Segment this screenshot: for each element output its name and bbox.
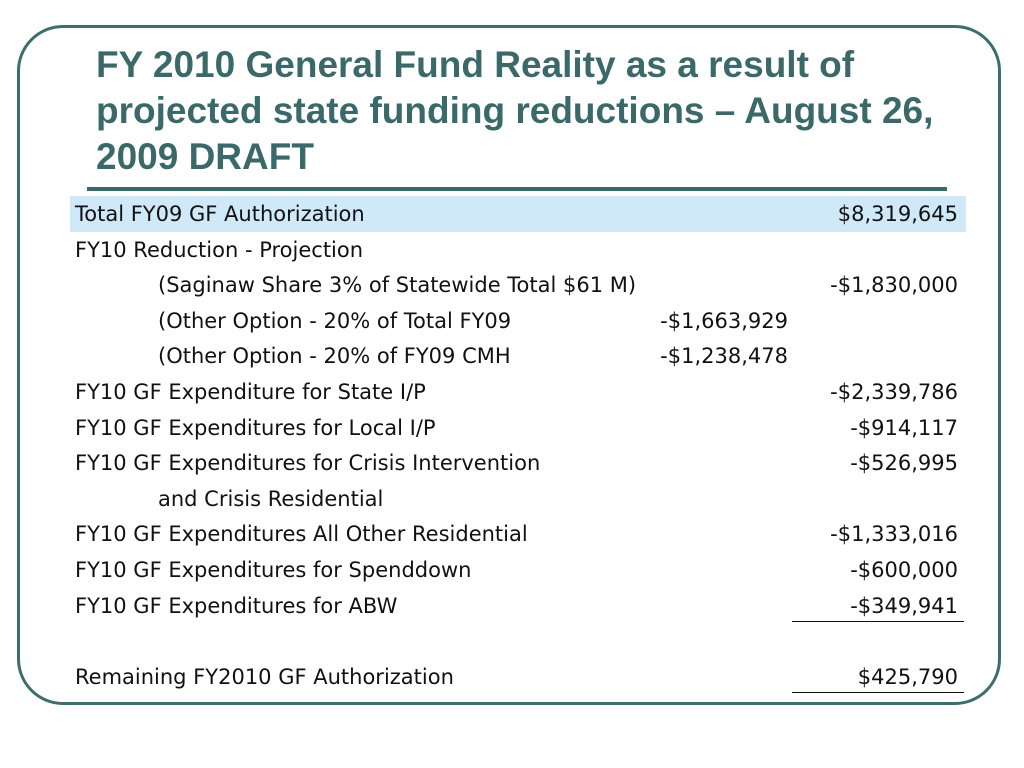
row-option-value: -$1,238,478 (660, 344, 788, 369)
row-value: $425,790 (857, 664, 958, 689)
row-label: FY10 GF Expenditures All Other Residenti… (75, 522, 528, 547)
row-label: FY10 GF Expenditures for ABW (75, 593, 398, 618)
table-row-remaining-authorization: Remaining FY2010 GF Authorization $425,7… (70, 659, 966, 695)
row-value: $8,319,645 (837, 202, 958, 226)
table-spacer-row (70, 623, 966, 659)
table-row-spenddown: FY10 GF Expenditures for Spenddown -$600… (70, 552, 966, 588)
underlined-value-cell: $425,790 (792, 659, 964, 693)
table-row-local-ip: FY10 GF Expenditures for Local I/P -$914… (70, 410, 966, 446)
row-value: -$1,830,000 (830, 273, 958, 298)
budget-table: Total FY09 GF Authorization $8,319,645 F… (70, 196, 966, 694)
table-row-other-option-cmh: (Other Option - 20% of FY09 CMH -$1,238,… (70, 338, 966, 374)
row-label: (Other Option - 20% of Total FY09 (158, 308, 512, 333)
row-value: -$526,995 (850, 451, 958, 476)
table-row-state-ip: FY10 GF Expenditure for State I/P -$2,33… (70, 374, 966, 410)
table-row-total-authorization: Total FY09 GF Authorization $8,319,645 (70, 196, 966, 232)
row-value: -$2,339,786 (830, 379, 958, 404)
row-label: (Saginaw Share 3% of Statewide Total $61… (158, 273, 637, 298)
title-divider (87, 187, 947, 191)
row-label: FY10 GF Expenditures for Crisis Interven… (75, 451, 541, 476)
underlined-value-cell: -$349,941 (792, 588, 964, 622)
row-value: -$349,941 (850, 593, 958, 618)
row-label: (Other Option - 20% of FY09 CMH (158, 344, 511, 369)
row-value: -$600,000 (850, 557, 958, 582)
table-row-other-option-total: (Other Option - 20% of Total FY09 -$1,66… (70, 303, 966, 339)
row-label: FY10 GF Expenditures for Spenddown (75, 557, 472, 582)
row-label: FY10 GF Expenditures for Local I/P (75, 415, 436, 440)
row-label: Remaining FY2010 GF Authorization (75, 664, 454, 689)
slide-frame (17, 25, 1001, 705)
table-row-other-residential: FY10 GF Expenditures All Other Residenti… (70, 516, 966, 552)
table-row-saginaw-share: (Saginaw Share 3% of Statewide Total $61… (70, 267, 966, 303)
slide-title: FY 2010 General Fund Reality as a result… (96, 44, 934, 177)
table-row-crisis-residential: and Crisis Residential (70, 481, 966, 517)
row-label: FY10 Reduction - Projection (75, 237, 364, 262)
table-row-abw: FY10 GF Expenditures for ABW -$349,941 (70, 588, 966, 624)
row-value: -$1,333,016 (830, 522, 958, 547)
row-label: and Crisis Residential (158, 486, 384, 511)
row-option-value: -$1,663,929 (660, 308, 788, 333)
table-row-crisis-intervention: FY10 GF Expenditures for Crisis Interven… (70, 445, 966, 481)
row-value: -$914,117 (850, 415, 958, 440)
row-label: FY10 GF Expenditure for State I/P (75, 379, 426, 404)
row-label: Total FY09 GF Authorization (75, 202, 365, 226)
table-row-reduction-projection: FY10 Reduction - Projection (70, 232, 966, 268)
